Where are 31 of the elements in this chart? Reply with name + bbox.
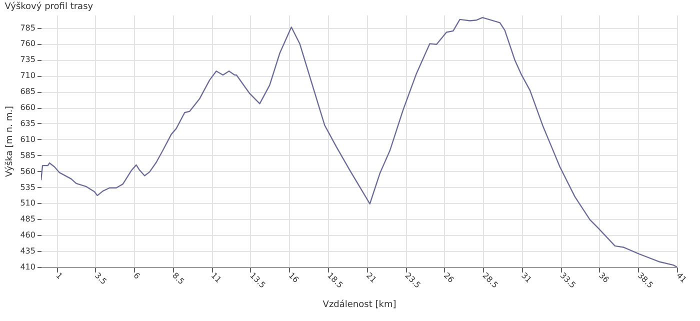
y-tick-label: 585 — [20, 150, 36, 160]
x-tick-label: 21 — [364, 270, 378, 285]
y-tick-label: 635 — [20, 118, 36, 128]
x-tick-label: 41 — [674, 270, 688, 285]
y-tick-label: 785 — [20, 23, 36, 32]
y-tick-label: 685 — [20, 87, 36, 96]
y-tick-label: 535 — [20, 182, 36, 192]
line-series — [41, 16, 677, 267]
x-tick-label: 6 — [132, 270, 142, 281]
y-tick-label: 710 — [20, 71, 36, 80]
y-tick-label: 610 — [20, 134, 36, 144]
y-tick-label: 410 — [20, 262, 36, 272]
y-tick-label: 660 — [20, 103, 36, 112]
y-tick-label: 435 — [20, 246, 36, 256]
x-tick-label: 16 — [286, 270, 300, 285]
x-tick-label: 11 — [209, 270, 223, 285]
y-tick-label: 560 — [20, 166, 36, 176]
x-tick-label: 36 — [597, 270, 611, 285]
chart-title: Výškový profil trasy — [4, 1, 94, 12]
x-tick-label: 3.5 — [92, 270, 108, 286]
y-tick-label: 485 — [20, 214, 36, 224]
x-axis-title: Vzdálenost [km] — [322, 298, 396, 310]
x-tick-label: 8.5 — [170, 270, 186, 286]
x-tick-label: 26 — [442, 270, 456, 285]
y-tick-label: 760 — [20, 39, 36, 48]
y-tick-label: 460 — [20, 230, 36, 240]
x-tick-label: 31 — [520, 270, 534, 285]
x-tick-label: 1 — [54, 270, 64, 281]
y-tick-label: 510 — [20, 198, 36, 208]
y-axis-title: Výška [m n. m.] — [4, 106, 16, 178]
y-tick-label: 735 — [20, 55, 36, 64]
